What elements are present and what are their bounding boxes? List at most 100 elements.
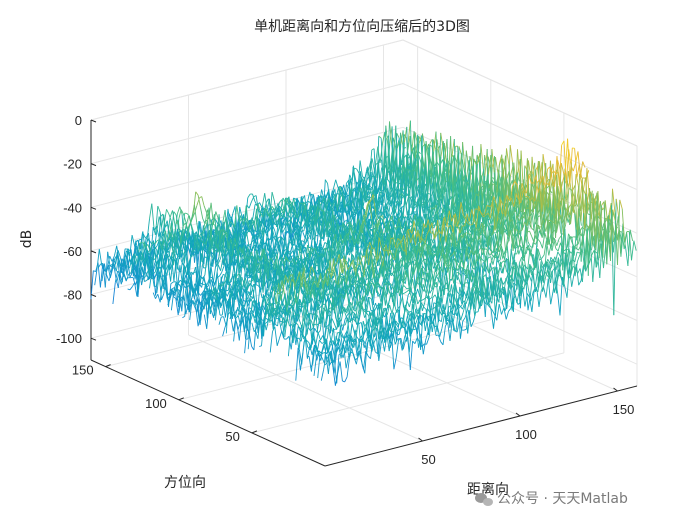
mesh-segment	[182, 249, 187, 255]
mesh-segment	[296, 229, 301, 242]
mesh-segment	[334, 194, 338, 212]
mesh-segment	[262, 208, 266, 218]
mesh-segment	[161, 254, 166, 268]
mesh-segment	[433, 131, 437, 152]
mesh-segment	[287, 198, 291, 213]
mesh-segment	[439, 145, 443, 201]
mesh-segment	[407, 168, 411, 181]
mesh-segment	[283, 248, 287, 252]
mesh-segment	[421, 157, 425, 169]
mesh-segment	[182, 234, 186, 241]
mesh-segment	[407, 185, 411, 199]
mesh-segment	[386, 165, 390, 175]
mesh-segment	[145, 244, 149, 249]
mesh-segment	[203, 314, 208, 329]
mesh-segment	[311, 193, 314, 197]
mesh-segment	[222, 209, 226, 223]
mesh-segment	[448, 154, 452, 193]
mesh-segment	[173, 211, 177, 216]
mesh-segment	[164, 230, 169, 241]
mesh-segment	[321, 189, 325, 200]
mesh-segment	[156, 270, 160, 287]
mesh-segment	[372, 191, 376, 198]
mesh-segment	[327, 183, 331, 203]
mesh-segment	[170, 281, 174, 284]
mesh-segment	[162, 214, 166, 228]
mesh-segment	[365, 194, 369, 201]
mesh-segment	[168, 223, 172, 238]
mesh-segment	[212, 266, 217, 283]
mesh-segment	[206, 207, 210, 225]
mesh-segment	[184, 238, 188, 241]
mesh-segment	[215, 230, 219, 249]
mesh-segment	[224, 209, 228, 239]
mesh-segment	[509, 145, 513, 163]
mesh-segment	[278, 207, 282, 224]
mesh-segment	[332, 194, 336, 204]
mesh-segment	[393, 189, 397, 204]
mesh-segment	[398, 176, 402, 181]
mesh-segment	[382, 164, 386, 180]
mesh-segment	[283, 224, 287, 253]
mesh-segment	[296, 199, 300, 221]
mesh-segment	[276, 202, 280, 215]
mesh-segment	[244, 228, 249, 234]
mesh-segment	[427, 192, 430, 195]
mesh-segment	[112, 282, 116, 305]
mesh-segment	[129, 286, 133, 291]
mesh-segment	[152, 271, 156, 275]
mesh-segment	[239, 206, 243, 218]
mesh-segment	[346, 220, 350, 225]
mesh-segment	[368, 176, 372, 190]
mesh-segment	[156, 274, 160, 294]
mesh-segment	[495, 157, 499, 173]
mesh-segment	[249, 217, 253, 233]
mesh-segment	[196, 239, 201, 249]
mesh-segment	[344, 192, 348, 199]
mesh-segment	[107, 265, 111, 278]
mesh-segment	[335, 186, 340, 197]
mesh-segment	[336, 186, 341, 212]
mesh-segment	[240, 228, 244, 234]
mesh-segment	[397, 182, 401, 185]
mesh-segment	[179, 234, 184, 257]
mesh-segment	[272, 221, 276, 224]
mesh-segment	[118, 273, 122, 285]
mesh-segment	[133, 253, 137, 265]
mesh-segment	[406, 194, 410, 197]
mesh-segment	[246, 231, 250, 246]
mesh-segment	[480, 144, 484, 169]
mesh-segment	[175, 281, 179, 285]
mesh-segment	[150, 227, 154, 258]
mesh-segment	[176, 283, 180, 287]
mesh-segment	[163, 209, 167, 225]
mesh-segment	[375, 146, 379, 164]
mesh-segment	[157, 233, 162, 255]
mesh-segment	[414, 134, 419, 159]
mesh-segment	[260, 216, 264, 227]
mesh-segment	[175, 251, 179, 257]
mesh-segment	[115, 257, 120, 272]
mesh-segment	[379, 178, 383, 188]
mesh-segment	[254, 233, 258, 237]
mesh-segment	[327, 210, 332, 221]
mesh-segment	[142, 254, 146, 263]
mesh-segment	[389, 121, 393, 146]
mesh-segment	[109, 268, 114, 279]
mesh-segment	[225, 217, 229, 230]
mesh-segment	[99, 263, 104, 288]
mesh-segment	[294, 211, 299, 218]
mesh-segment	[387, 201, 391, 218]
mesh-segment	[360, 187, 364, 197]
mesh-segment	[162, 279, 166, 285]
mesh-segment	[307, 200, 311, 204]
mesh-segment	[298, 219, 302, 231]
mesh-segment	[109, 264, 112, 267]
mesh-segment	[264, 193, 268, 211]
mesh-segment	[407, 120, 411, 143]
mesh-segment	[285, 197, 288, 199]
mesh-segment	[250, 227, 254, 233]
mesh-segment	[381, 167, 385, 171]
mesh-segment	[124, 264, 128, 268]
mesh-segment	[354, 193, 358, 198]
